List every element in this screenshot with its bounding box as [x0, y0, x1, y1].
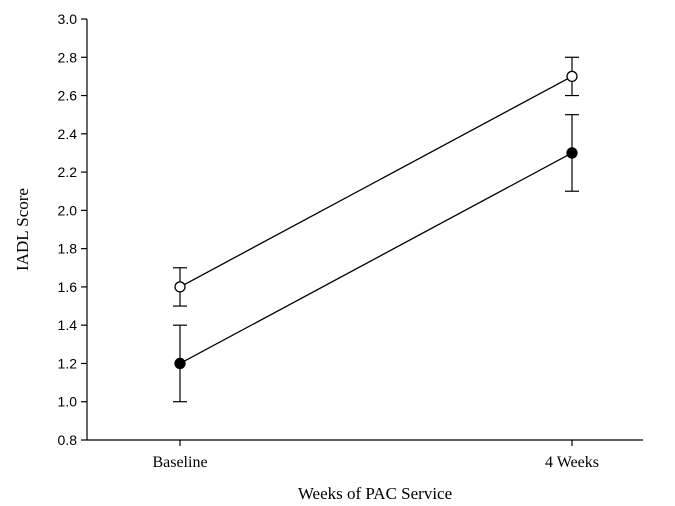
data-point — [174, 357, 186, 370]
series-2 — [173, 114, 579, 403]
data-point — [174, 281, 186, 293]
y-tick-label: 1.4 — [58, 317, 78, 333]
x-axis-title: Weeks of PAC Service — [298, 484, 452, 503]
x-ticks: Baseline 4 Weeks — [152, 440, 599, 471]
y-ticks: 0.8 1.0 1.2 1.4 1.6 1.8 2.0 2.2 2.4 2.6 2.8 3.0 — [58, 11, 87, 448]
y-tick-label: 2.8 — [58, 49, 78, 65]
series-line — [179, 75, 573, 288]
series-1 — [173, 56, 579, 307]
y-tick-label: 2.0 — [58, 202, 78, 218]
y-axis-title: IADL Score — [13, 188, 32, 271]
y-tick-label: 1.6 — [58, 279, 78, 295]
axes — [86, 19, 643, 441]
y-tick-label: 1.8 — [58, 241, 78, 257]
y-tick-label: 2.4 — [58, 126, 78, 142]
y-tick-label: 2.2 — [58, 164, 78, 180]
data-point — [566, 70, 578, 83]
y-tick-label: 1.0 — [58, 394, 78, 410]
series-line — [179, 152, 573, 365]
series-layer — [173, 56, 579, 403]
y-tick-label: 3.0 — [58, 11, 78, 27]
x-tick-label: 4 Weeks — [545, 454, 599, 471]
y-tick-label: 0.8 — [58, 432, 78, 448]
y-tick-label: 2.6 — [58, 88, 78, 104]
data-point — [566, 147, 578, 159]
y-tick-label: 1.2 — [58, 355, 78, 371]
x-tick-label: Baseline — [152, 454, 207, 471]
